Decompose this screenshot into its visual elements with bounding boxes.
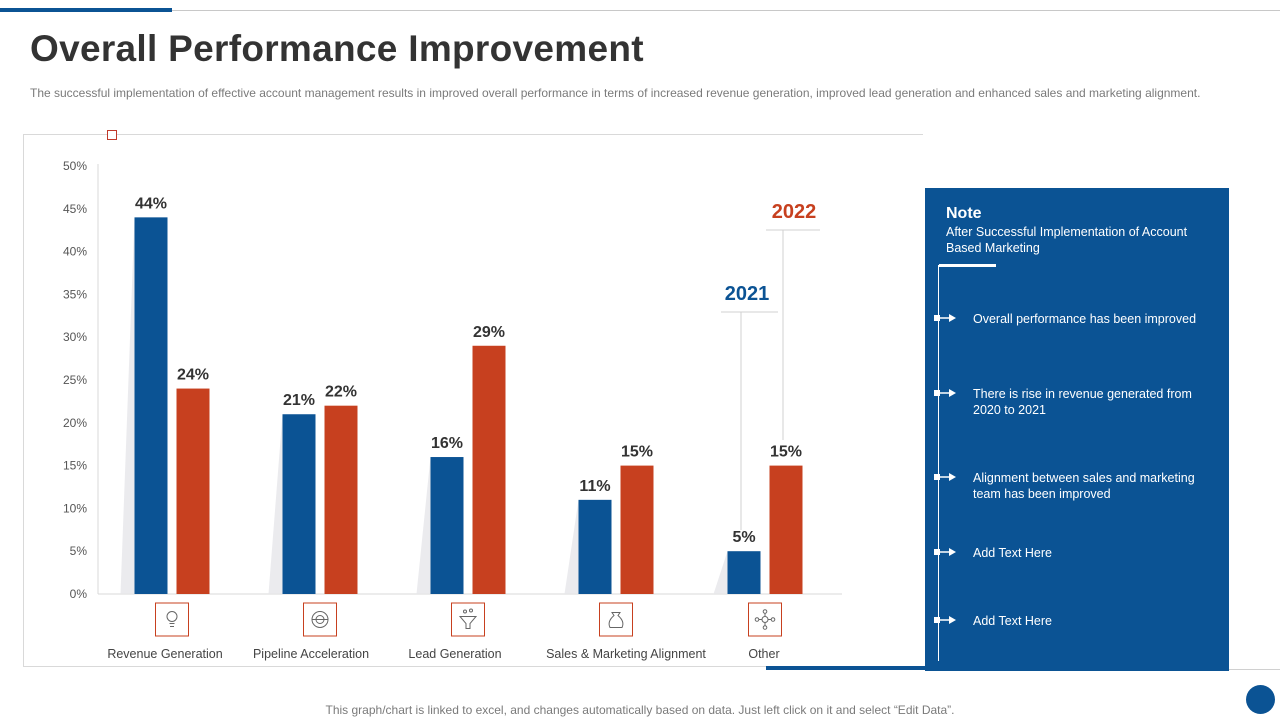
bar-2021 (727, 551, 761, 594)
y-tick-label: 35% (63, 287, 87, 301)
bottom-accent-bar (766, 666, 928, 670)
corner-dot (1246, 685, 1275, 714)
bar-shadow (564, 499, 579, 594)
arrow-bullet-icon (934, 616, 956, 624)
lightbulb-icon (155, 602, 189, 637)
funnel-icon-glyph (458, 608, 478, 629)
note-timeline (938, 265, 939, 661)
data-label: 24% (177, 367, 209, 384)
arrow-bullet-icon (934, 314, 956, 322)
bar-2022 (176, 388, 210, 594)
y-tick-label: 25% (63, 373, 87, 387)
note-panel: Note After Successful Implementation of … (925, 188, 1229, 671)
note-title: Note (946, 205, 982, 222)
y-tick-label: 10% (63, 501, 87, 515)
money-bag-icon-glyph (608, 612, 624, 628)
y-tick-label: 20% (63, 416, 87, 430)
bar-2021 (134, 217, 168, 595)
note-underline (939, 264, 996, 267)
y-tick-label: 0% (70, 587, 88, 601)
data-label: 29% (473, 324, 505, 341)
x-category-label: Revenue Generation (107, 647, 222, 661)
arrow-bullet-icon (934, 548, 956, 556)
arrow-bullet-icon (934, 389, 956, 397)
data-label: 15% (621, 444, 653, 461)
footer-note: This graph/chart is linked to excel, and… (325, 703, 955, 717)
bar-2021 (430, 457, 464, 594)
bar-shadow (416, 457, 431, 594)
y-tick-label: 15% (63, 459, 87, 473)
data-label: 22% (325, 384, 357, 401)
data-label: 16% (431, 435, 463, 452)
note-item-text: Add Text Here (973, 546, 1052, 560)
y-tick-label: 5% (70, 544, 88, 558)
bar-2022 (324, 405, 358, 594)
y-tick-label: 40% (63, 245, 87, 259)
bar-chart[interactable]: 0% 5% 10% 15% 20% 25% 30% 35% 40% 45% 50% 44% 24% Rev… (0, 0, 925, 680)
x-category-label: Pipeline Acceleration (253, 647, 369, 661)
x-category-label: Sales & Marketing Alignment (546, 647, 706, 661)
top-rule (0, 10, 1280, 11)
bar-2022 (769, 465, 803, 594)
page-subtitle: The successful implementation of effecti… (30, 86, 1201, 100)
bar-2022 (472, 345, 506, 594)
lightbulb-icon-glyph (166, 611, 178, 627)
data-label: 15% (770, 444, 802, 461)
legend-2022: 2022 (772, 201, 817, 223)
y-tick-label: 50% (63, 159, 87, 173)
bar-2022 (620, 465, 654, 594)
frame-marker (107, 130, 117, 140)
data-label: 44% (135, 195, 167, 212)
arrow-bullet-icon (934, 473, 956, 481)
data-label: 5% (732, 529, 755, 546)
data-label: 21% (283, 392, 315, 409)
x-category-label: Other (748, 647, 779, 661)
note-item-text: There is rise in revenue generated from … (973, 387, 1192, 417)
network-icon-glyph (754, 609, 776, 630)
note-item-text: Alignment between sales and marketing te… (973, 471, 1195, 501)
data-label: 11% (579, 478, 610, 495)
bar-2021 (578, 499, 612, 594)
bar-2021 (282, 414, 316, 594)
note-item-text: Add Text Here (973, 614, 1052, 628)
legend-2021: 2021 (725, 283, 770, 305)
network-icon (748, 602, 782, 637)
chart-frame (23, 134, 923, 667)
page-title: Overall Performance Improvement (30, 28, 644, 69)
y-tick-label: 45% (63, 202, 87, 216)
x-category-label: Lead Generation (408, 647, 501, 661)
bottom-rule (1229, 669, 1280, 670)
top-accent-bar (0, 8, 172, 12)
bar-shadow (268, 414, 283, 594)
pipeline-gear-icon-glyph (311, 611, 329, 628)
bar-shadow (120, 217, 135, 595)
bar-shadow (713, 551, 728, 594)
funnel-icon (451, 602, 485, 637)
y-tick-label: 30% (63, 330, 87, 344)
money-bag-icon (599, 602, 633, 637)
note-subtitle: After Successful Implementation of Accou… (946, 225, 1188, 255)
note-item-text: Overall performance has been improved (973, 312, 1197, 326)
